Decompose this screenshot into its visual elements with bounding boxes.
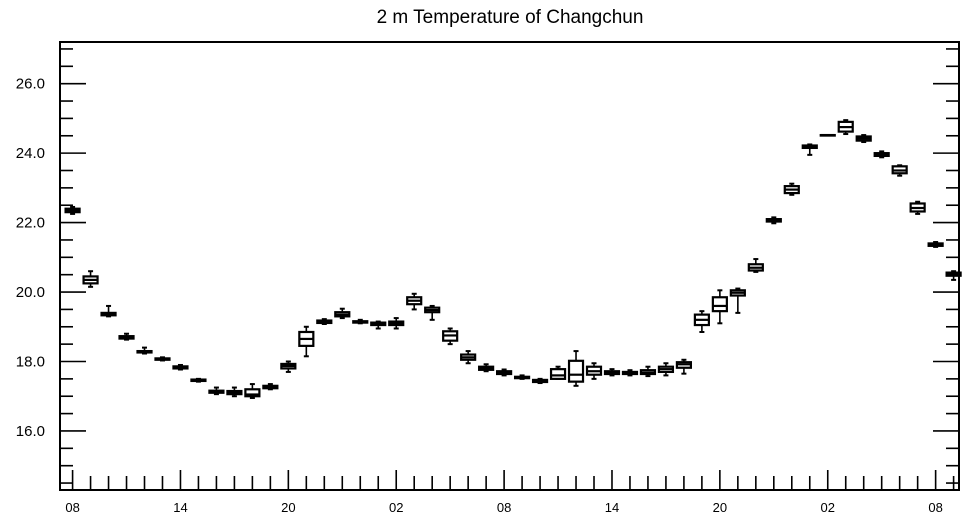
box-45 <box>873 150 890 159</box>
box-24 <box>496 368 513 377</box>
box-1 <box>82 270 99 288</box>
box-iqr <box>549 368 567 380</box>
box-40 <box>783 182 800 196</box>
box-22 <box>460 350 477 365</box>
x-tick-label: 02 <box>389 500 403 515</box>
box-14 <box>316 318 333 325</box>
box-46 <box>891 164 908 177</box>
y-tick-label: 22.0 <box>16 215 45 232</box>
box-36 <box>711 289 728 325</box>
box-8 <box>208 386 225 396</box>
box-5 <box>154 356 171 362</box>
box-27 <box>549 365 567 380</box>
box-42 <box>819 133 836 137</box>
box-series <box>64 119 962 399</box>
box-26 <box>531 377 549 385</box>
box-33 <box>657 362 675 377</box>
box-iqr <box>244 388 261 398</box>
box-23 <box>478 363 495 373</box>
y-tick-label: 16.0 <box>16 423 45 440</box>
box-9 <box>226 386 243 398</box>
plot-frame <box>59 41 960 491</box>
x-tick-label: 14 <box>605 500 619 515</box>
x-tick-label: 14 <box>173 500 187 515</box>
box-11 <box>262 383 279 391</box>
box-19 <box>406 292 423 311</box>
box-10 <box>244 383 261 399</box>
chart-title: 2 m Temperature of Changchun <box>377 7 644 28</box>
box-32 <box>639 365 657 378</box>
box-6 <box>172 363 189 371</box>
y-tick-label: 18.0 <box>16 354 45 371</box>
box-48 <box>927 241 944 248</box>
x-tick-label: 08 <box>497 500 511 515</box>
y-tick-label: 26.0 <box>16 76 45 93</box>
box-iqr <box>711 296 728 313</box>
box-34 <box>675 358 693 375</box>
box-4 <box>136 346 153 355</box>
box-17 <box>370 320 387 330</box>
box-49 <box>945 270 962 281</box>
box-0 <box>64 205 81 215</box>
box-21 <box>442 327 459 346</box>
box-37 <box>729 287 746 314</box>
box-29 <box>585 362 603 380</box>
box-16 <box>352 318 369 325</box>
x-tick-label: 20 <box>713 500 727 515</box>
box-30 <box>603 368 621 377</box>
box-38 <box>747 258 764 273</box>
y-axis: 16.0 18.0 20.0 22.0 24.0 26.0 <box>16 48 959 484</box>
box-13 <box>298 325 315 358</box>
x-tick-label: 02 <box>821 500 835 515</box>
box-18 <box>388 317 405 330</box>
x-tick-label: 08 <box>928 500 942 515</box>
box-25 <box>513 374 531 380</box>
box-47 <box>909 200 926 215</box>
box-12 <box>280 360 297 373</box>
box-20 <box>424 304 441 321</box>
box-43 <box>837 119 854 136</box>
y-tick-label: 24.0 <box>16 145 45 162</box>
box-44 <box>855 134 872 144</box>
box-28 <box>567 350 585 387</box>
box-15 <box>334 307 351 320</box>
x-tick-label: 08 <box>65 500 79 515</box>
y-tick-label: 20.0 <box>16 284 45 301</box>
x-tick-label: 20 <box>281 500 295 515</box>
box-3 <box>118 332 135 341</box>
box-31 <box>621 369 639 377</box>
box-2 <box>100 304 117 318</box>
x-axis: 08 14 20 02 08 14 20 02 08 <box>65 470 955 515</box>
box-35 <box>693 310 710 333</box>
box-39 <box>765 216 782 225</box>
box-iqr <box>567 359 585 383</box>
box-7 <box>190 377 207 383</box>
box-41 <box>801 143 818 156</box>
